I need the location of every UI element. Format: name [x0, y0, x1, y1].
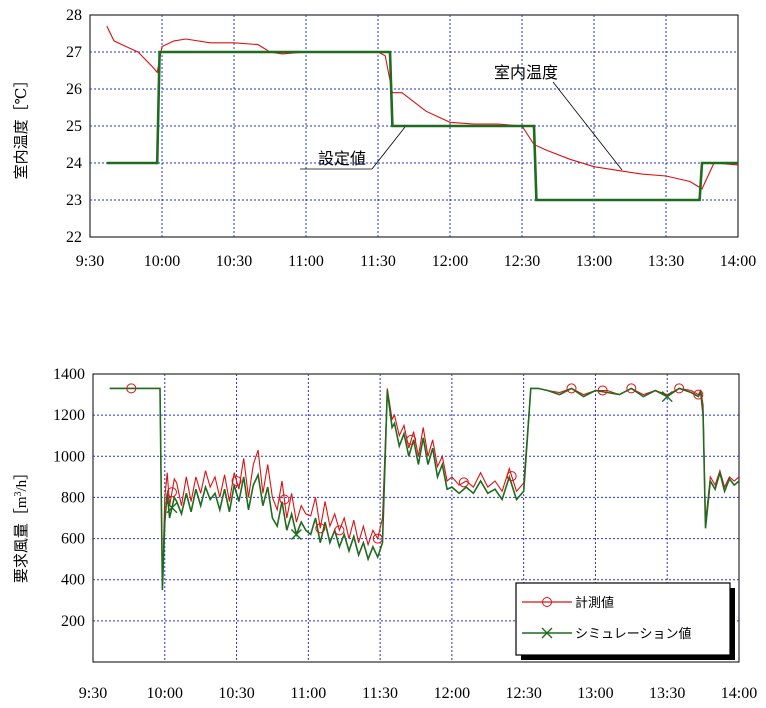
y-axis-label: 室内温度［℃］ — [13, 73, 30, 180]
x-tick-label: 13:00 — [577, 685, 613, 702]
y-tick-label: 1200 — [53, 407, 85, 424]
x-tick-label: 12:30 — [505, 685, 541, 702]
x-tick-label: 13:30 — [649, 685, 685, 702]
x-tick-label: 14:00 — [720, 253, 756, 270]
y-tick-label: 1000 — [53, 448, 85, 465]
y-tick-label: 200 — [61, 613, 85, 630]
x-tick-label: 12:30 — [504, 253, 540, 270]
legend-box — [516, 583, 730, 655]
legend: 計測値 シミュレーション値 — [516, 583, 735, 660]
x-tick-label: 11:30 — [362, 685, 398, 702]
x-tick-label: 10:30 — [216, 253, 252, 270]
legend-label-sim: シミュレーション値 — [575, 626, 691, 642]
y-tick-label: 25 — [66, 118, 82, 135]
y-tick-label: 400 — [61, 572, 85, 589]
x-tick-label: 11:00 — [290, 685, 326, 702]
x-tick-label: 11:00 — [288, 253, 324, 270]
x-tick-label: 10:00 — [147, 685, 183, 702]
y-tick-label: 800 — [61, 489, 85, 506]
y-tick-label: 24 — [66, 155, 82, 172]
x-tick-label: 12:00 — [432, 253, 468, 270]
x-tick-label: 9:30 — [79, 685, 107, 702]
y-tick-label: 1400 — [53, 366, 85, 383]
x-tick-label: 9:30 — [76, 253, 104, 270]
y-axis-label-unit: /h］ — [13, 465, 30, 492]
temperature-chart: 22 23 24 25 26 27 28 9:30 10:00 10:30 11:00 11:30 1… — [13, 7, 756, 270]
legend-label-measured: 計測値 — [575, 595, 614, 611]
x-tick-label: 11:30 — [360, 253, 396, 270]
y-axis-label-text: 要求風量［m — [13, 496, 30, 583]
x-tick-label: 12:00 — [434, 685, 470, 702]
x-tick-label: 10:00 — [144, 253, 180, 270]
y-tick-label: 600 — [61, 531, 85, 548]
y-tick-label: 28 — [66, 7, 82, 24]
airflow-chart: 200 400 600 800 1000 1200 1400 9:30 10:00 10:30 1… — [13, 366, 758, 702]
x-tick-label: 13:00 — [576, 253, 612, 270]
annotation-setpoint: 設定値 — [318, 150, 366, 168]
y-tick-label: 23 — [66, 192, 82, 209]
y-tick-label: 27 — [66, 44, 82, 61]
x-tick-label: 14:00 — [721, 685, 757, 702]
y-tick-label: 26 — [66, 81, 82, 98]
x-tick-label: 13:30 — [648, 253, 684, 270]
y-axis-label: 要求風量［m3/h］ — [13, 465, 31, 583]
x-tick-label: 10:30 — [218, 685, 254, 702]
annotation-room-temp: 室内温度 — [494, 64, 558, 82]
y-tick-label: 22 — [66, 229, 82, 246]
